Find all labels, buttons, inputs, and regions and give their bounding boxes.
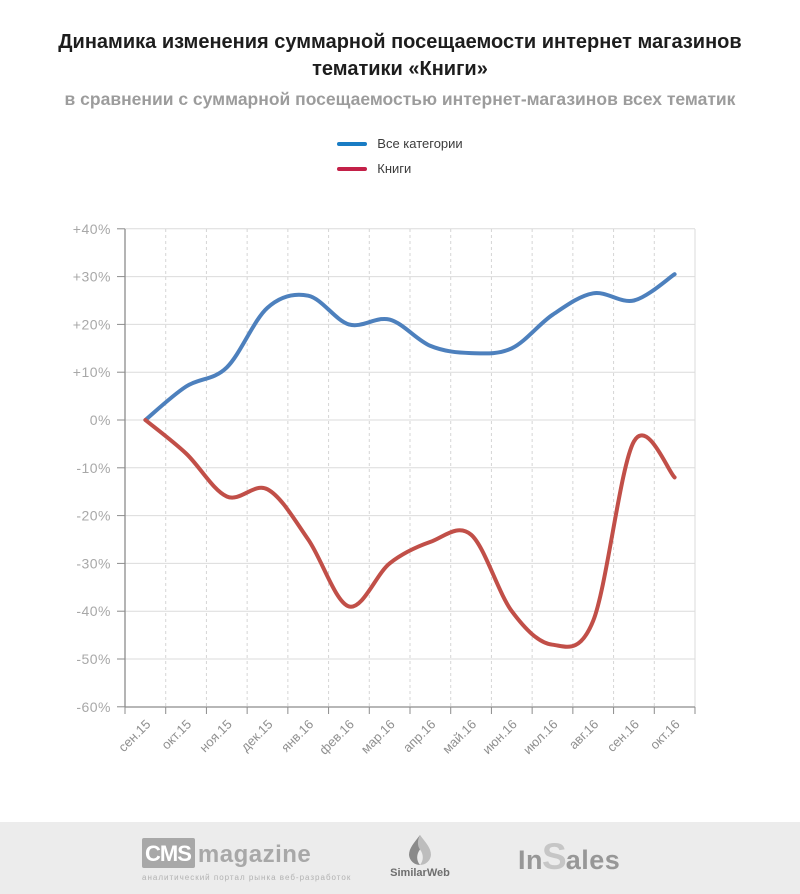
y-axis-labels: +40% +30% +20% +10% 0% -10% -20% -30% -40% -50% -6… [73,221,111,715]
cms-logo-box: CMS [142,838,195,868]
legend-line-swatch-blue [337,141,368,146]
insales-text-s: S [542,836,567,877]
y-tick-label: -30% [76,555,111,571]
x-tick-label: окт.16 [647,717,683,753]
y-tick-label: 0% [90,412,111,428]
legend-label-books: Книги [377,161,412,176]
y-tick-label: -20% [76,508,111,524]
y-tick-label: +10% [73,364,111,380]
y-tick-label: +30% [73,269,111,285]
x-tick-label: май.16 [439,717,479,757]
insales-text-in: In [518,845,543,875]
y-tick-label: -40% [76,603,111,619]
axes [117,228,696,714]
line-chart-canvas: +40% +30% +20% +10% 0% -10% -20% -30% -40% -50% -6… [73,221,696,758]
x-tick-label: апр.16 [400,717,439,756]
series-line-all-categories [143,272,677,422]
x-axis-labels: сен.15 окт.15 ноя.15 дек.15 янв.16 фев.16 мар.… [115,717,682,758]
x-tick-label: ноя.15 [196,717,235,756]
x-tick-label: дек.15 [238,717,276,755]
footer-logos-band: CMS magazine аналитический портал рынка … [0,822,800,894]
x-tick-label: сен.16 [604,717,642,755]
legend-label-all-categories: Все категории [377,136,463,151]
x-tick-label: авг.16 [566,717,602,753]
legend-line-swatch-red [337,166,368,171]
y-tick-label: +40% [73,221,111,237]
series-line-books [143,418,677,649]
x-tick-label: июл.16 [520,717,561,758]
x-tick-label: фев.16 [316,717,357,758]
insales-text-ales: ales [565,845,621,875]
x-tick-label: сен.15 [115,717,153,755]
similarweb-drop-icon [409,835,431,866]
y-tick-label: +20% [73,316,111,332]
insales-logo: In S ales [518,836,620,878]
y-tick-label: -10% [76,460,111,476]
legend: Все категории Книги [337,136,463,176]
x-tick-label: янв.16 [278,717,316,755]
cms-magazine-logo: CMS magazine аналитический портал рынка … [142,838,352,882]
similarweb-logo: SimilarWeb [388,834,452,879]
x-tick-label: окт.15 [158,717,194,753]
page-title: Динамика изменения суммарной посещаемост… [58,31,742,80]
similarweb-label: SimilarWeb [390,867,450,879]
cms-tagline: аналитический портал рынка веб-разработо… [142,873,352,882]
y-tick-label: -60% [76,699,111,715]
legend-item-books: Книги [337,161,411,176]
y-tick-label: -50% [76,651,111,667]
page-subtitle: в сравнении с суммарной посещаемостью ин… [64,89,736,109]
legend-item-all-categories: Все категории [337,136,463,151]
x-tick-label: мар.16 [358,717,398,757]
line-chart: +40% +30% +20% +10% 0% -10% -20% -30% -40% -50% -6… [0,205,800,815]
cms-logo-word: magazine [197,841,312,868]
x-tick-label: июн.16 [479,717,519,757]
gridlines [125,228,696,707]
